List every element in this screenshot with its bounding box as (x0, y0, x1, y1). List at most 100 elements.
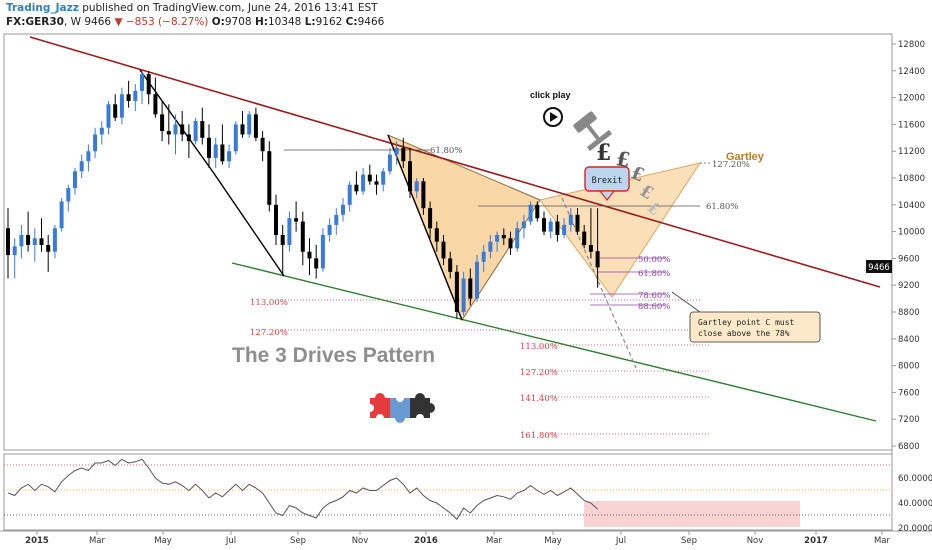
candle[interactable] (327, 218, 332, 242)
candle[interactable] (160, 100, 165, 142)
drive-two-leg[interactable] (387, 134, 463, 321)
candle[interactable] (441, 234, 446, 266)
symbol-label[interactable]: FX:GER30 (6, 16, 64, 28)
candle[interactable] (361, 167, 366, 195)
candle[interactable] (73, 167, 77, 195)
candle[interactable] (180, 111, 185, 142)
candle[interactable] (99, 121, 104, 145)
candle[interactable] (86, 144, 91, 172)
rsi-line[interactable] (7, 458, 598, 521)
candle[interactable] (381, 167, 386, 192)
candle[interactable] (253, 107, 258, 142)
candle-series[interactable] (6, 70, 600, 319)
candle[interactable] (374, 174, 379, 195)
candle[interactable] (341, 198, 345, 222)
candle[interactable] (428, 201, 433, 239)
candle[interactable] (19, 224, 24, 259)
candle[interactable] (454, 265, 459, 319)
candle[interactable] (26, 211, 31, 252)
candle[interactable] (200, 107, 205, 145)
candle[interactable] (434, 221, 439, 252)
candle[interactable] (521, 214, 526, 239)
author-link[interactable]: Trading_Jazz (6, 2, 79, 14)
candle[interactable] (227, 144, 232, 168)
candle[interactable] (495, 231, 500, 252)
candle[interactable] (387, 147, 392, 175)
candle[interactable] (367, 164, 372, 185)
candle[interactable] (294, 201, 299, 232)
candle[interactable] (247, 111, 252, 138)
candle[interactable] (448, 251, 453, 279)
candle[interactable] (126, 80, 131, 108)
candle[interactable] (300, 211, 305, 266)
candle[interactable] (408, 147, 412, 199)
candle[interactable] (535, 201, 540, 222)
candle[interactable] (106, 100, 111, 135)
candle[interactable] (274, 194, 278, 245)
candle[interactable] (508, 231, 513, 256)
gartley-triangle[interactable] (540, 163, 700, 297)
candle[interactable] (320, 228, 325, 272)
candle[interactable] (354, 171, 359, 195)
candle[interactable] (66, 184, 71, 212)
time-axis[interactable]: 2015 Mar May Jul Sep Nov 2016 Mar May Jul Sep Nov 20… (25, 531, 891, 546)
candle[interactable] (468, 268, 473, 306)
gartley-note-callout[interactable]: Gartley point C must close above the 78% (671, 291, 821, 343)
candle[interactable] (568, 208, 573, 232)
candle[interactable] (193, 117, 198, 145)
candle[interactable] (280, 224, 285, 276)
candle[interactable] (528, 201, 533, 225)
candle[interactable] (186, 124, 191, 158)
candle[interactable] (240, 111, 245, 138)
candle[interactable] (401, 137, 406, 168)
candle[interactable] (93, 127, 98, 158)
drive-one-leg[interactable] (139, 69, 285, 277)
brexit-callout[interactable]: Brexit (584, 166, 630, 201)
candle[interactable] (220, 124, 225, 165)
candle[interactable] (414, 178, 419, 199)
candle[interactable] (334, 208, 339, 235)
candle[interactable] (307, 238, 312, 276)
candle[interactable] (501, 228, 506, 245)
candle[interactable] (548, 218, 553, 239)
candle[interactable] (173, 114, 178, 155)
candle[interactable] (133, 84, 138, 111)
candle[interactable] (421, 178, 426, 215)
candle[interactable] (562, 218, 567, 239)
candle[interactable] (59, 198, 64, 232)
upper-channel-line[interactable] (29, 36, 881, 288)
candle[interactable] (46, 234, 51, 272)
candle[interactable] (6, 208, 10, 279)
candle[interactable] (140, 70, 144, 105)
candle[interactable] (79, 154, 84, 178)
candle[interactable] (314, 245, 319, 279)
candle[interactable] (347, 181, 352, 212)
candle[interactable] (213, 137, 218, 168)
candle[interactable] (233, 121, 238, 155)
candle[interactable] (287, 211, 292, 252)
candle[interactable] (153, 77, 158, 118)
candle[interactable] (32, 228, 37, 262)
chart-canvas[interactable]: 12800 12400 12000 11600 11200 10800 10400 10000… (0, 30, 932, 550)
candle[interactable] (39, 218, 44, 252)
candle[interactable] (542, 211, 546, 235)
candle[interactable] (12, 238, 17, 279)
candle[interactable] (582, 224, 587, 249)
price-axis[interactable]: 12800 12400 12000 11600 11200 10800 10400 10000… (892, 40, 925, 452)
candle[interactable] (481, 245, 486, 272)
candle[interactable] (475, 255, 479, 302)
candle[interactable] (515, 221, 520, 252)
lower-channel-line[interactable] (231, 262, 877, 422)
interval-label[interactable]: W (70, 16, 82, 28)
candle[interactable] (555, 214, 560, 242)
candle[interactable] (394, 141, 399, 165)
candle[interactable] (588, 208, 593, 259)
candle[interactable] (267, 141, 272, 212)
candle[interactable] (119, 87, 124, 125)
candle[interactable] (207, 124, 211, 168)
candle[interactable] (146, 70, 151, 105)
candle[interactable] (166, 104, 171, 145)
candle[interactable] (260, 131, 265, 162)
candle[interactable] (113, 94, 118, 122)
candle[interactable] (52, 224, 57, 259)
